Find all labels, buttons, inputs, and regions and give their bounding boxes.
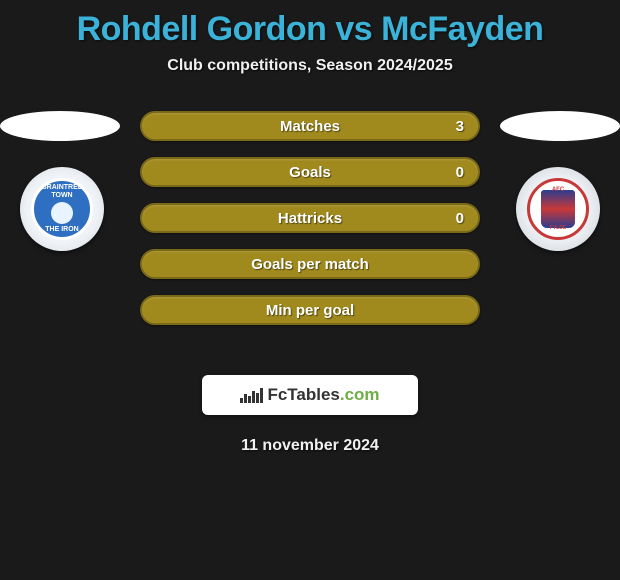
badge-right-top-text: AFC bbox=[552, 187, 564, 193]
stat-label: Goals bbox=[289, 164, 331, 181]
page-title: Rohdell Gordon vs McFayden bbox=[0, 10, 620, 49]
badge-left-bottom-text: THE IRON bbox=[45, 226, 78, 234]
fctables-logo[interactable]: FcTables.com bbox=[202, 375, 418, 415]
logo-text-a: FcTables bbox=[267, 385, 339, 404]
stat-row-goals: Goals 0 bbox=[140, 157, 480, 187]
stat-row-min-per-goal: Min per goal bbox=[140, 295, 480, 325]
stat-row-hattricks: Hattricks 0 bbox=[140, 203, 480, 233]
stat-value-right: 0 bbox=[456, 164, 464, 181]
team-badge-right: AFC FYLDE bbox=[516, 167, 600, 251]
braintree-crest-icon: BRAINTREE TOWN THE IRON bbox=[31, 178, 93, 240]
stat-value-right: 0 bbox=[456, 210, 464, 227]
stat-row-matches: Matches 3 bbox=[140, 111, 480, 141]
logo-text: FcTables.com bbox=[267, 385, 379, 405]
stat-label: Hattricks bbox=[278, 210, 342, 227]
stat-rows: Matches 3 Goals 0 Hattricks 0 Goals per … bbox=[140, 111, 480, 325]
fylde-crest-icon: AFC FYLDE bbox=[527, 178, 589, 240]
badge-left-top-text: BRAINTREE TOWN bbox=[34, 184, 90, 199]
date-label: 11 november 2024 bbox=[0, 437, 620, 455]
left-oval bbox=[0, 111, 120, 141]
right-oval bbox=[500, 111, 620, 141]
badge-right-bottom-text: FYLDE bbox=[550, 225, 566, 231]
stat-value-right: 3 bbox=[456, 118, 464, 135]
bar-chart-icon bbox=[240, 387, 263, 403]
stat-label: Matches bbox=[280, 118, 340, 135]
stat-row-goals-per-match: Goals per match bbox=[140, 249, 480, 279]
team-badge-left: BRAINTREE TOWN THE IRON bbox=[20, 167, 104, 251]
subtitle: Club competitions, Season 2024/2025 bbox=[0, 57, 620, 75]
stat-label: Min per goal bbox=[266, 302, 354, 319]
crest-shield bbox=[541, 190, 575, 228]
logo-text-b: .com bbox=[340, 385, 380, 404]
stat-label: Goals per match bbox=[251, 256, 369, 273]
crest-inner-circle bbox=[51, 202, 73, 224]
comparison-area: BRAINTREE TOWN THE IRON AFC FYLDE Matche… bbox=[0, 111, 620, 351]
